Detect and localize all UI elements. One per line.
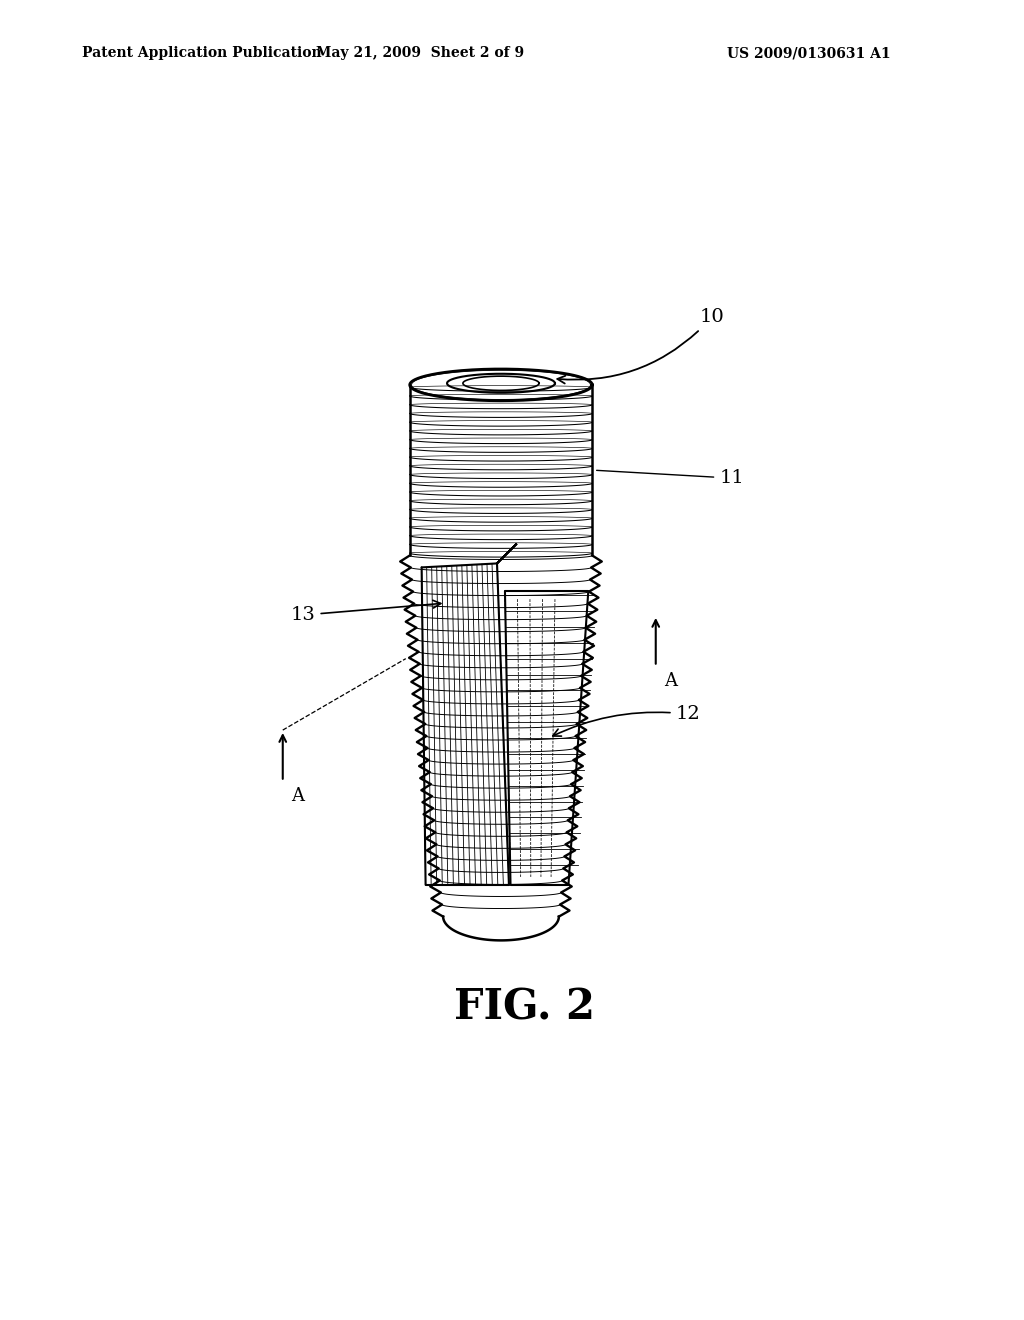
Text: A: A: [664, 672, 677, 690]
Text: FIG. 2: FIG. 2: [455, 987, 595, 1028]
Text: 13: 13: [291, 601, 440, 624]
Text: May 21, 2009  Sheet 2 of 9: May 21, 2009 Sheet 2 of 9: [315, 46, 524, 61]
Text: Patent Application Publication: Patent Application Publication: [82, 46, 322, 61]
Text: US 2009/0130631 A1: US 2009/0130631 A1: [727, 46, 891, 61]
Text: 11: 11: [597, 469, 744, 487]
Text: 12: 12: [553, 705, 700, 737]
Text: A: A: [291, 787, 304, 805]
Text: 10: 10: [557, 309, 724, 384]
